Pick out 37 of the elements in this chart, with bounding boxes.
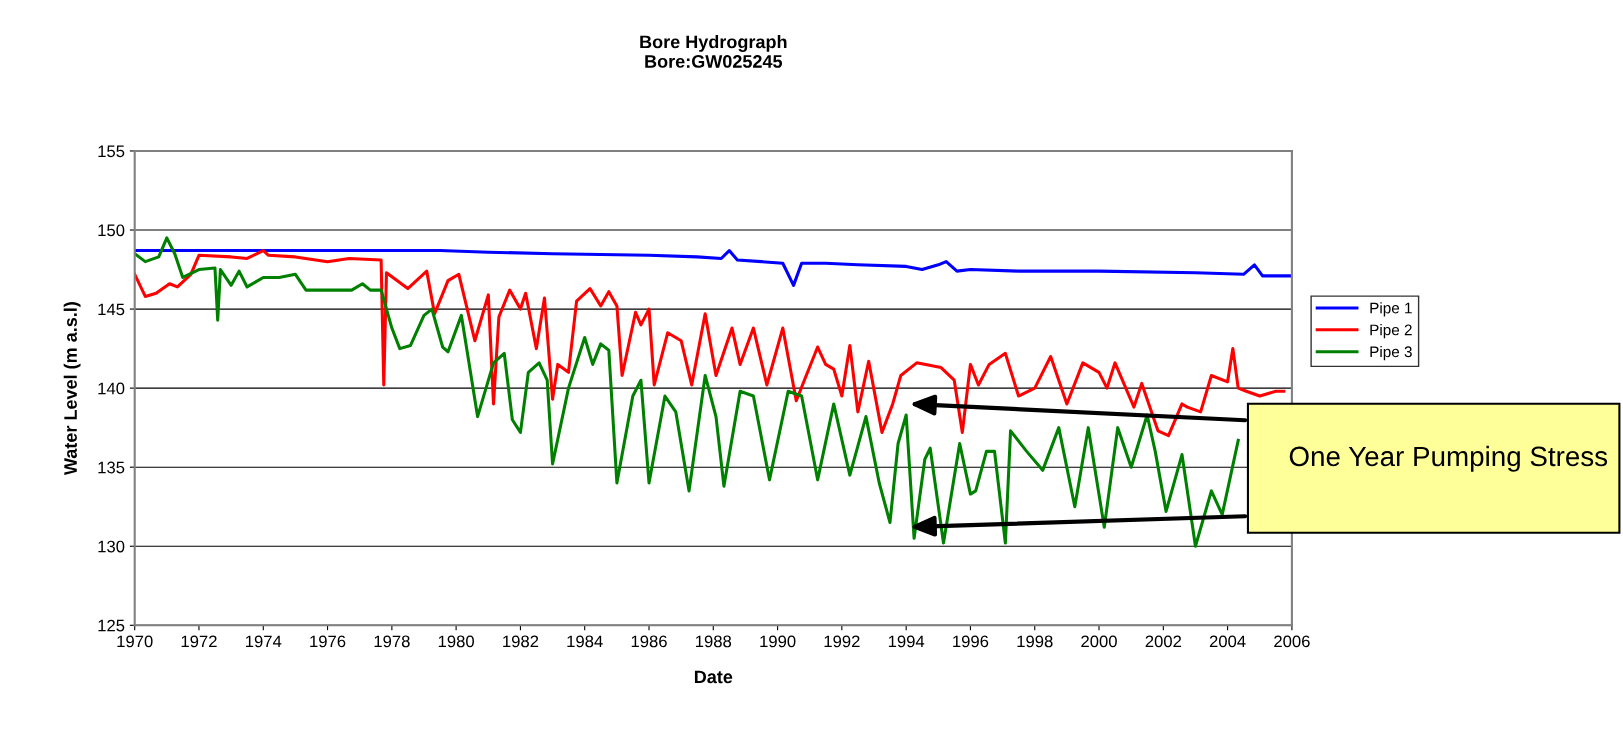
x-tick-label: 2006 <box>1274 635 1310 648</box>
x-tick-label: 2004 <box>1209 635 1246 648</box>
line-series <box>134 249 1286 438</box>
x-tick-label: 1988 <box>696 635 732 648</box>
x-tick-label: 2000 <box>1081 635 1117 648</box>
x-tick-label: 1976 <box>310 635 346 648</box>
x-tick-label: 1992 <box>824 635 860 648</box>
annotation: One Year Pumping Stress <box>1289 445 1608 472</box>
x-tick-label: 2002 <box>1145 635 1182 648</box>
x-tick-label: 1984 <box>567 635 603 648</box>
legend-label: Pipe 3 <box>1370 345 1412 361</box>
x-axis-title: Date <box>694 670 733 684</box>
y-tick-label: 140 <box>98 382 125 395</box>
y-tick-label: 125 <box>98 619 125 632</box>
y-tick-label: 145 <box>98 303 125 316</box>
y-tick-label: 135 <box>98 461 125 474</box>
x-tick-label: 1998 <box>1017 635 1053 648</box>
chart-title: Bore Hydrograph <box>640 35 787 52</box>
x-tick-label: 1986 <box>631 635 667 648</box>
x-tick-label: 1996 <box>953 635 989 648</box>
x-tick-label: 1994 <box>888 635 925 648</box>
x-tick-label: 1974 <box>246 635 282 648</box>
x-tick-label: 1970 <box>117 635 153 648</box>
x-tick-label: 1982 <box>503 635 539 648</box>
legend-label: Pipe 2 <box>1370 324 1412 339</box>
chart-subtitle: Bore:GW025245 <box>645 55 783 68</box>
line-series <box>134 236 1240 548</box>
line-series <box>134 249 1292 287</box>
y-tick-label: 130 <box>98 540 125 553</box>
y-tick-label: 155 <box>98 145 125 158</box>
x-tick-label: 1980 <box>438 635 474 648</box>
x-tick-label: 1990 <box>760 635 796 648</box>
legend-label: Pipe 1 <box>1370 302 1412 317</box>
y-tick-label: 150 <box>98 224 125 237</box>
x-tick-label: 1978 <box>374 635 410 648</box>
x-tick-label: 1972 <box>181 635 217 648</box>
y-axis-title: Water Level (m a.s.l) <box>63 302 81 476</box>
